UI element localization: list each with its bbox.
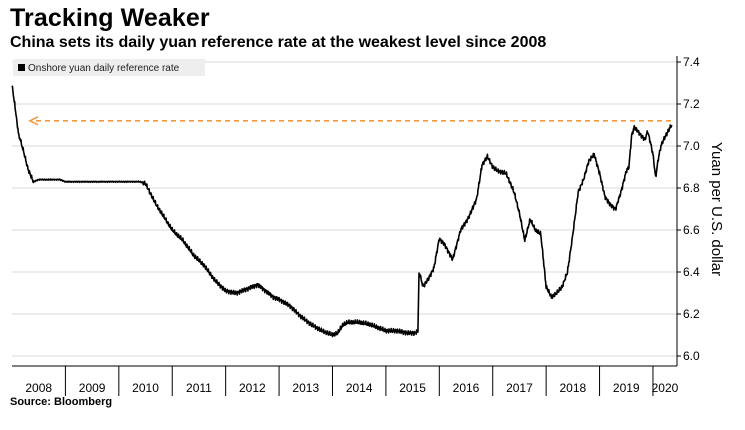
x-tick-label: 2020 — [652, 381, 679, 395]
y-tick-label: 6.8 — [683, 181, 700, 195]
x-tick-label: 2011 — [186, 381, 212, 395]
x-tick-label: 2018 — [559, 381, 586, 395]
y-tick-label: 7.4 — [683, 55, 700, 69]
x-tick-label: 2016 — [453, 381, 480, 395]
chart-title: Tracking Weaker — [10, 4, 210, 32]
y-tick-label: 7.0 — [683, 139, 700, 153]
x-tick-label: 2017 — [506, 381, 533, 395]
x-tick-label: 2013 — [292, 381, 319, 395]
chart-subtitle: China sets its daily yuan reference rate… — [10, 34, 547, 51]
y-tick-label: 7.2 — [683, 97, 700, 111]
legend-swatch — [18, 64, 25, 71]
y-tick-label: 6.6 — [683, 223, 700, 237]
legend: Onshore yuan daily reference rate — [13, 59, 205, 76]
y-tick-label: 6.0 — [683, 349, 700, 363]
x-tick-label: 2010 — [132, 381, 159, 395]
x-tick-label: 2015 — [399, 381, 426, 395]
reference-line-group — [28, 116, 674, 126]
legend-background — [13, 59, 205, 76]
x-tick-label: 2008 — [25, 381, 52, 395]
y-axis-label: Yuan per U.S. dollar — [708, 142, 725, 276]
reference-arrowhead — [28, 116, 39, 126]
legend-label: Onshore yuan daily reference rate — [28, 63, 180, 74]
series-line — [11, 85, 673, 338]
y-tick-label: 6.4 — [683, 265, 700, 279]
gridlines — [12, 61, 677, 357]
x-tick-label: 2009 — [79, 381, 106, 395]
x-tick-label: 2014 — [346, 381, 373, 395]
y-tick-label: 6.2 — [683, 307, 700, 321]
series-group — [11, 85, 673, 338]
source-note: Source: Bloomberg — [10, 396, 113, 408]
axes: 6.0 6.2 6.4 6.6 6.8 7.0 7.2 7.4 2008 2009 2010 2011… — [12, 55, 700, 396]
x-tick-label: 2019 — [613, 381, 640, 395]
x-tick-label: 2012 — [239, 381, 266, 395]
